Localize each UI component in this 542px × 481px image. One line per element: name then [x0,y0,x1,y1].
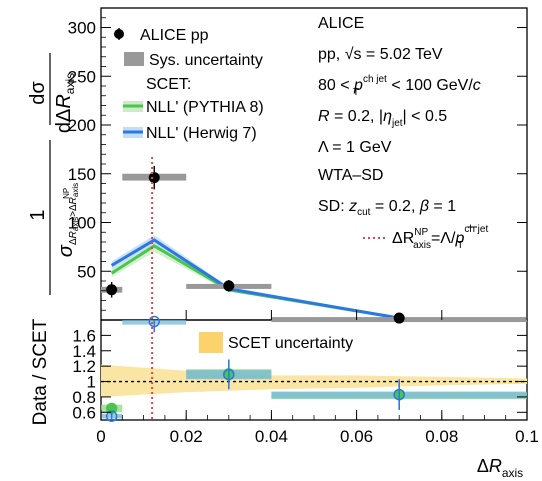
legend-scet-label: SCET: [146,76,191,93]
bot-ytick-label-3: 1.2 [72,357,96,376]
legend-data-marker [114,29,124,39]
bot-ytick-label-5: 1.6 [72,326,96,345]
bottom-ylabel: Data / SCET [30,318,51,425]
annot-experiment: ALICE [318,15,364,32]
ylabel-denominator: dΔRaxis [53,73,77,133]
model-line-1 [110,238,400,320]
bottom-ratio-points [105,315,405,422]
data-point-2 [223,280,235,292]
bot-xtick-label-2: 0.04 [255,427,288,446]
annot-pt-range: 80 < pch jet T < 100 GeV/c [318,74,481,98]
bot-xtick-label-3: 0.06 [340,427,373,446]
ratio-point-herwig-2 [223,368,235,381]
legend-sys-label: Sys. uncertainty [149,52,263,69]
data-point-0 [106,284,118,296]
legend-scet-unc-label: SCET uncertainty [228,335,353,352]
annot-softdrop: SD: zcut = 0.2, β = 1 [318,198,456,218]
top-ytick-label-1: 100 [68,214,96,233]
top-axis-ticks: 50 100 150 200 250 300 [68,17,528,320]
legend: ALICE pp Sys. uncertainty SCET: NLL' (PY… [114,27,264,142]
legend-pythia-label: NLL' (PYTHIA 8) [146,99,264,116]
data-point-1 [148,172,160,184]
bot-ytick-label-0: 0.6 [72,403,96,422]
annotations: ALICE pp, √s = 5.02 TeV 80 < pch jet T < … [318,15,488,251]
annot-groomer: WTA–SD [318,167,383,184]
top-data-points [106,165,405,324]
ylabel-norm-one: 1 [27,209,49,220]
data-point-3 [393,312,405,324]
annot-collision: pp, √s = 5.02 TeV [318,46,443,63]
bot-xtick-label-0: 0 [96,427,105,446]
top-model-lines [110,238,400,320]
ratio-point-herwig-1 [148,315,160,328]
ratio-point-herwig-0 [105,410,118,422]
ylabel-norm-sigma: σΔRaxis>ΔRaxisNP [55,183,80,257]
legend-scet-unc-swatch [199,332,223,353]
bot-xtick-label-4: 0.08 [425,427,458,446]
legend-herwig-label: NLL' (Herwig 7) [146,125,257,142]
bottom-legend: SCET uncertainty [199,332,353,353]
bot-ytick-label-4: 1.4 [72,342,96,361]
bot-xtick-label-5: 0.1 [515,427,539,446]
legend-np-label: ΔRNP axis=Λ/pch jet T [392,224,488,251]
legend-data-label: ALICE pp [140,27,209,44]
bot-xtick-label-1: 0.02 [170,427,203,446]
annot-radius: R = 0.2, |ηjet| < 0.5 [318,108,447,129]
annot-lambda: Λ = 1 GeV [318,139,392,156]
model-line-0 [110,244,400,320]
model-band-0 [111,240,400,319]
top-ytick-label-0: 50 [77,262,96,281]
ylabel-numerator: dσ [27,81,49,105]
top-ytick-label-2: 150 [68,165,96,184]
top-ytick-label-4: 250 [68,67,96,86]
x-axis-title: ΔRaxis [477,456,523,480]
bottom-axis-ticks: 0.60.811.21.41.6 0 0.02 0.04 0.06 0.08 0.1 [72,326,538,446]
bot-ytick-label-2: 1 [87,373,96,392]
top-ytick-label-3: 200 [68,116,96,135]
top-ytick-label-5: 300 [68,19,96,38]
legend-sys-swatch [124,52,144,66]
bot-ytick-label-1: 0.8 [72,388,96,407]
ratio-point-herwig-3 [393,388,405,401]
model-band-1 [111,235,400,319]
